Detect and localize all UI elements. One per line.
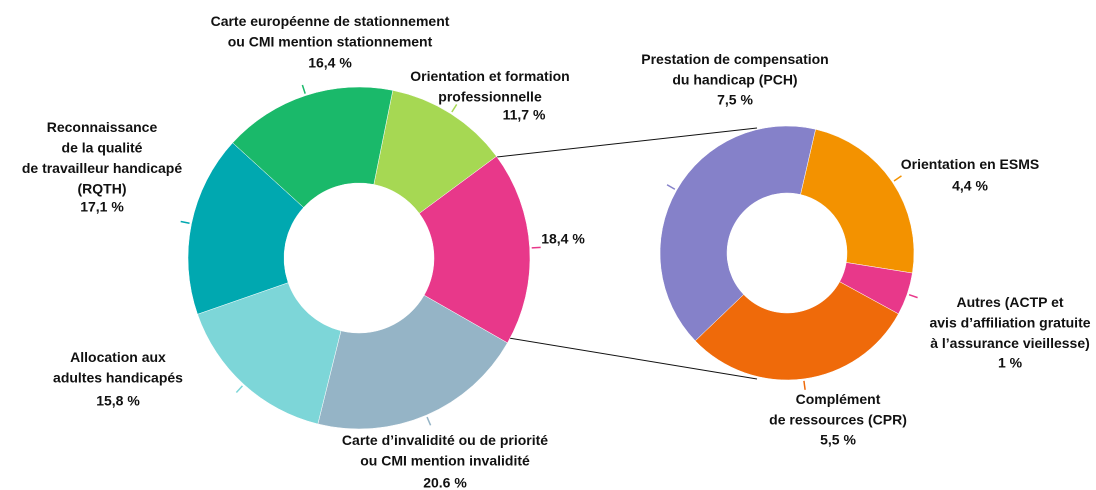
donut-slice: [197, 282, 342, 425]
slice-label-line: ou CMI mention invalidité: [360, 452, 530, 468]
leader-tick: [666, 184, 676, 190]
slice-label-line: (RQTH): [78, 180, 127, 196]
slice-label: Orientation en ESMS: [901, 156, 1039, 172]
slice-label: Carte européenne de stationnement ou CMI …: [211, 13, 450, 50]
leader-tick: [180, 220, 190, 225]
slice-label-line: Reconnaissance: [47, 119, 158, 135]
leader-tick: [451, 104, 458, 113]
value-label: 1 %: [998, 355, 1023, 371]
leader-tick: [893, 175, 902, 182]
slice-label-line: Prestation de compensation: [641, 51, 828, 67]
value-label: 17,1 %: [80, 199, 124, 215]
slice-label-line: ou CMI mention stationnement: [228, 33, 433, 49]
donut-slice: [800, 128, 915, 274]
donut-slice: [418, 155, 531, 344]
slice-label-line: à l’assurance vieillesse): [930, 335, 1090, 351]
connector-line: [496, 127, 758, 158]
slice-label: Prestation de compensation du handicap (P…: [641, 51, 828, 88]
value-label: 5,5 %: [820, 432, 856, 448]
slice-label: Carte d’invalidité ou de priorité ou CMI …: [342, 432, 548, 469]
slice-label-line: adultes handicapés: [53, 369, 183, 385]
donut-slice: [187, 142, 304, 315]
value-label: 11,7 %: [503, 107, 546, 123]
slice-label: Orientation et formation professionnelle: [410, 68, 569, 105]
slice-label: Autres (ACTP et avis d’affiliation gratui…: [929, 294, 1090, 351]
leader-tick: [301, 84, 306, 94]
slice-label-line: Orientation en ESMS: [901, 156, 1039, 172]
donut-slice: [317, 294, 508, 430]
slice-label-line: Allocation aux: [70, 349, 166, 365]
slice-label-line: Orientation et formation: [410, 68, 569, 84]
slice-label: Complément de ressources (CPR): [769, 391, 907, 428]
slice-label-line: Carte d’invalidité ou de priorité: [342, 432, 548, 448]
value-label: 20.6 %: [423, 475, 467, 490]
value-label: 7,5 %: [717, 92, 753, 108]
value-label: 18,4 %: [541, 231, 585, 247]
value-label: 4,4 %: [952, 178, 988, 194]
slice-label-line: de ressources (CPR): [769, 411, 907, 427]
slice-label-line: Autres (ACTP et: [956, 294, 1063, 310]
leader-tick: [235, 385, 243, 393]
donut-slice: [659, 125, 816, 342]
donut-slice: [694, 281, 899, 381]
slice-label-line: de la qualité: [62, 139, 143, 155]
donut-slice: [232, 86, 394, 208]
slice-label-line: Complément: [796, 391, 881, 407]
connector-line: [502, 336, 758, 380]
slice-label-line: du handicap (PCH): [672, 71, 797, 87]
value-label: 15,8 %: [96, 393, 140, 409]
slice-label: Reconnaissance de la qualité de travailleu…: [22, 119, 182, 197]
slice-label-line: de travailleur handicapé: [22, 160, 182, 176]
slice-label: Allocation aux adultes handicapés: [53, 349, 183, 386]
slice-label-line: Carte européenne de stationnement: [211, 13, 450, 29]
leader-tick: [426, 416, 432, 426]
slice-label-line: professionnelle: [438, 88, 542, 104]
value-label: 16,4 %: [308, 55, 352, 71]
leader-tick: [803, 380, 806, 390]
leader-tick: [531, 246, 541, 249]
leader-tick: [908, 294, 918, 299]
slice-label-line: avis d’affiliation gratuite: [929, 314, 1090, 330]
